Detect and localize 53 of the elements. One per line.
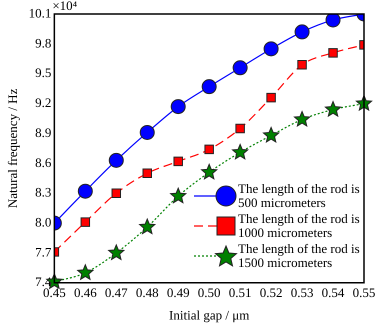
point <box>262 126 280 142</box>
point <box>140 124 155 140</box>
x-tick-label: 0.45 <box>42 285 66 300</box>
y-tick-label: 8.6 <box>35 154 52 170</box>
y-tick-label: 10.1 <box>28 5 52 20</box>
point <box>80 217 90 227</box>
x-tick-label: 0.47 <box>104 285 128 300</box>
legend-label: The length of the rod is 1500 micrometers <box>238 241 361 270</box>
legend-label: The length of the rod is 500 micrometers <box>238 181 361 210</box>
point <box>266 92 276 102</box>
point <box>139 218 156 234</box>
point <box>173 156 183 166</box>
point <box>326 14 341 28</box>
point <box>294 111 310 126</box>
y-tick-label: 7.7 <box>35 244 52 260</box>
x-tick-label: 0.55 <box>352 285 376 300</box>
point <box>235 124 245 134</box>
point <box>170 99 186 114</box>
point <box>202 79 217 94</box>
point <box>77 264 94 280</box>
point <box>232 144 248 160</box>
point <box>108 244 124 260</box>
point <box>264 41 279 56</box>
point <box>170 188 186 204</box>
y-tick-label: 9.5 <box>35 65 52 80</box>
point <box>232 60 248 76</box>
x-tick-label: 0.48 <box>136 285 159 300</box>
point <box>294 24 310 40</box>
x-tick-label: 0.50 <box>198 285 221 300</box>
x-tick-label: 0.51 <box>228 285 252 300</box>
point <box>112 188 122 198</box>
x-tick-label: 0.54 <box>322 285 345 300</box>
point <box>78 184 93 199</box>
point <box>204 144 214 154</box>
x-tick-label: 0.53 <box>290 285 314 300</box>
y-tick-label: 9.8 <box>35 35 52 50</box>
y-tick-label: 8.0 <box>35 214 52 230</box>
y-tick-label: 8.3 <box>35 184 52 200</box>
x-tick-label: 0.46 <box>74 285 98 300</box>
y-tick-label: 9.2 <box>35 95 52 110</box>
point <box>142 168 152 178</box>
point <box>201 164 218 180</box>
point <box>297 60 307 70</box>
point <box>108 152 124 168</box>
point <box>324 101 342 117</box>
x-tick-label: 0.52 <box>260 285 282 300</box>
y-tick-label: 8.9 <box>35 124 52 140</box>
legend-label: The length of the rod is 1000 micrometers <box>238 211 361 240</box>
point <box>328 48 338 58</box>
y-axis-title: Natural frequency / Hz <box>5 88 20 208</box>
x-tick-label: 0.49 <box>166 285 190 300</box>
x-axis-title: Initial gap / μm <box>169 308 250 323</box>
text: ×10⁴ <box>52 0 78 13</box>
